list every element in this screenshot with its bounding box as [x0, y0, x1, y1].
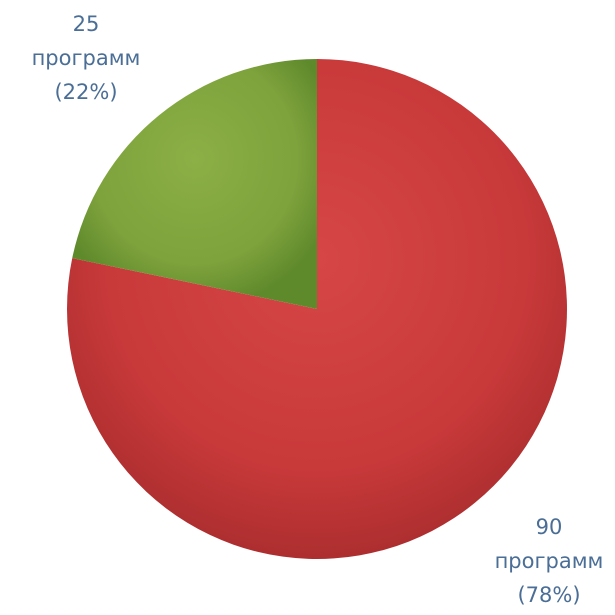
- slice-label-line: (78%): [517, 583, 580, 607]
- slice-label-line: программ: [495, 549, 604, 573]
- slice-label-1: 25 программ (22%): [32, 12, 141, 104]
- pie-slices: [66, 59, 568, 559]
- slice-label-line: 90: [536, 515, 563, 539]
- pie-labels: 90 программ (78%) 25 программ (22%): [32, 12, 604, 607]
- slice-label-0: 90 программ (78%): [495, 515, 604, 607]
- slice-label-line: (22%): [54, 80, 117, 104]
- pie-slice-1: [72, 59, 318, 309]
- slice-label-line: программ: [32, 46, 141, 70]
- pie-slice-0: [66, 59, 568, 559]
- slice-label-line: 25: [73, 12, 100, 36]
